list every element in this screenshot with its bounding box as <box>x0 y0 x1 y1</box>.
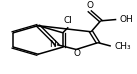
Text: OH: OH <box>120 15 133 24</box>
Text: N: N <box>49 40 56 49</box>
Text: CH₃: CH₃ <box>114 42 131 51</box>
Text: O: O <box>73 49 80 58</box>
Text: O: O <box>86 1 93 10</box>
Text: Cl: Cl <box>64 16 73 25</box>
